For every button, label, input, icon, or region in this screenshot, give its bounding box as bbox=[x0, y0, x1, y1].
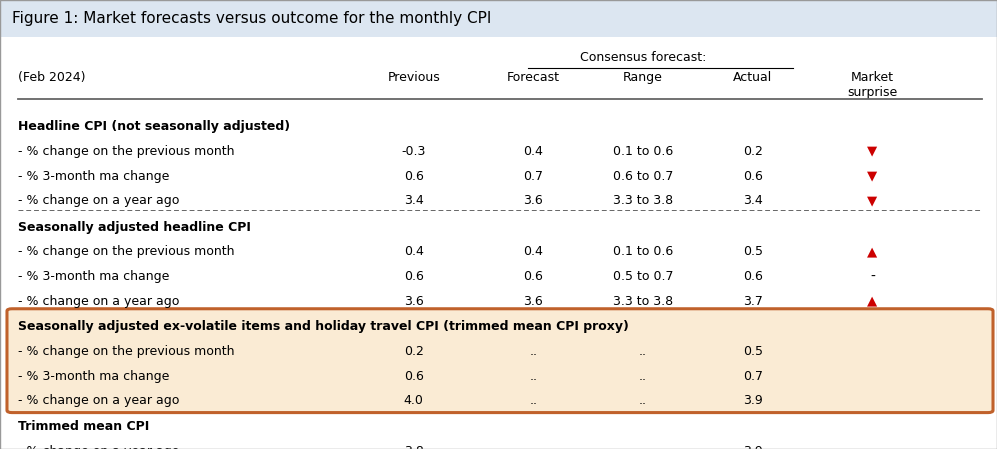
Text: 0.6: 0.6 bbox=[404, 270, 424, 283]
Text: ▲: ▲ bbox=[867, 246, 877, 258]
Text: Previous: Previous bbox=[388, 71, 440, 84]
Text: (Feb 2024): (Feb 2024) bbox=[18, 71, 86, 84]
Text: 0.6 to 0.7: 0.6 to 0.7 bbox=[613, 170, 673, 182]
Text: Seasonally adjusted ex-volatile items and holiday travel CPI (trimmed mean CPI p: Seasonally adjusted ex-volatile items an… bbox=[18, 321, 629, 333]
Text: 3.9: 3.9 bbox=[743, 395, 763, 407]
Text: 3.7: 3.7 bbox=[743, 295, 763, 308]
Text: - % change on the previous month: - % change on the previous month bbox=[18, 345, 234, 358]
Text: ▼: ▼ bbox=[867, 170, 877, 182]
Text: Trimmed mean CPI: Trimmed mean CPI bbox=[18, 420, 150, 433]
Text: Headline CPI (not seasonally adjusted): Headline CPI (not seasonally adjusted) bbox=[18, 120, 290, 133]
Text: 0.4: 0.4 bbox=[404, 246, 424, 258]
Text: 0.1 to 0.6: 0.1 to 0.6 bbox=[613, 246, 673, 258]
Text: 0.2: 0.2 bbox=[743, 145, 763, 158]
Text: - % 3-month ma change: - % 3-month ma change bbox=[18, 370, 169, 383]
Text: 0.4: 0.4 bbox=[523, 145, 543, 158]
Text: 0.1 to 0.6: 0.1 to 0.6 bbox=[613, 145, 673, 158]
Text: Market
surprise: Market surprise bbox=[847, 71, 897, 99]
Text: 3.3 to 3.8: 3.3 to 3.8 bbox=[613, 194, 673, 207]
Text: 3.6: 3.6 bbox=[523, 295, 543, 308]
Text: - % change on a year ago: - % change on a year ago bbox=[18, 395, 179, 407]
Text: Range: Range bbox=[623, 71, 663, 84]
Text: ..: .. bbox=[639, 445, 647, 449]
Text: 3.3 to 3.8: 3.3 to 3.8 bbox=[613, 295, 673, 308]
Text: 3.9: 3.9 bbox=[743, 445, 763, 449]
Text: ..: .. bbox=[639, 370, 647, 383]
Text: - % change on the previous month: - % change on the previous month bbox=[18, 246, 234, 258]
Text: 3.4: 3.4 bbox=[404, 194, 424, 207]
Text: - % change on a year ago: - % change on a year ago bbox=[18, 295, 179, 308]
Text: Figure 1: Market forecasts versus outcome for the monthly CPI: Figure 1: Market forecasts versus outcom… bbox=[12, 11, 492, 26]
Text: Actual: Actual bbox=[733, 71, 773, 84]
Text: 0.2: 0.2 bbox=[404, 345, 424, 358]
Text: 0.5: 0.5 bbox=[743, 345, 763, 358]
Text: 3.4: 3.4 bbox=[743, 194, 763, 207]
Text: - % 3-month ma change: - % 3-month ma change bbox=[18, 270, 169, 283]
Text: - % change on the previous month: - % change on the previous month bbox=[18, 145, 234, 158]
Text: 0.7: 0.7 bbox=[523, 170, 543, 182]
Text: ..: .. bbox=[529, 370, 537, 383]
Text: 0.6: 0.6 bbox=[743, 170, 763, 182]
Text: 0.6: 0.6 bbox=[404, 370, 424, 383]
Text: ▼: ▼ bbox=[867, 145, 877, 158]
Text: -0.3: -0.3 bbox=[402, 145, 426, 158]
Text: 3.6: 3.6 bbox=[523, 194, 543, 207]
Text: ..: .. bbox=[639, 395, 647, 407]
Text: 0.4: 0.4 bbox=[523, 246, 543, 258]
Text: 4.0: 4.0 bbox=[404, 395, 424, 407]
Text: - % 3-month ma change: - % 3-month ma change bbox=[18, 170, 169, 182]
FancyBboxPatch shape bbox=[7, 309, 993, 413]
Text: Seasonally adjusted headline CPI: Seasonally adjusted headline CPI bbox=[18, 221, 251, 233]
Text: 0.7: 0.7 bbox=[743, 370, 763, 383]
Text: ..: .. bbox=[529, 445, 537, 449]
Text: Consensus forecast:: Consensus forecast: bbox=[580, 51, 706, 63]
Text: ..: .. bbox=[529, 345, 537, 358]
Text: 3.6: 3.6 bbox=[404, 295, 424, 308]
Text: 0.5: 0.5 bbox=[743, 246, 763, 258]
Text: -: - bbox=[870, 269, 874, 284]
Text: - % change on a year ago: - % change on a year ago bbox=[18, 194, 179, 207]
Text: ▲: ▲ bbox=[867, 295, 877, 308]
Text: 3.8: 3.8 bbox=[404, 445, 424, 449]
FancyBboxPatch shape bbox=[0, 0, 997, 37]
Text: ..: .. bbox=[639, 345, 647, 358]
Text: ▼: ▼ bbox=[867, 194, 877, 207]
Text: 0.6: 0.6 bbox=[523, 270, 543, 283]
Text: - % change on a year ago: - % change on a year ago bbox=[18, 445, 179, 449]
Text: 0.5 to 0.7: 0.5 to 0.7 bbox=[613, 270, 673, 283]
Text: 0.6: 0.6 bbox=[743, 270, 763, 283]
Text: 0.6: 0.6 bbox=[404, 170, 424, 182]
Text: Forecast: Forecast bbox=[506, 71, 560, 84]
Text: ..: .. bbox=[529, 395, 537, 407]
